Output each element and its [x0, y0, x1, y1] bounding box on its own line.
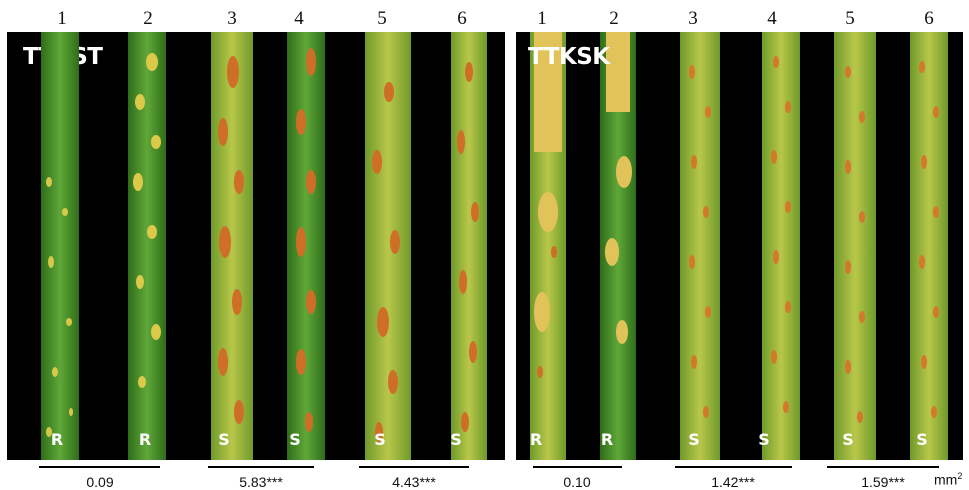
- group-bar: [675, 466, 792, 468]
- column-number-1: 1: [537, 8, 547, 29]
- column-number-2: 2: [609, 8, 619, 29]
- rating-r: R: [50, 430, 64, 449]
- column-number-4: 4: [294, 8, 304, 29]
- group-bar: [827, 466, 939, 468]
- rating-s: S: [758, 430, 770, 449]
- lesion-area-value: 1.42***: [711, 474, 755, 490]
- column-number-3: 3: [227, 8, 237, 29]
- leaf-1: [530, 32, 566, 460]
- leaf-panel-ttkst: TTKST R R S S S S: [7, 32, 505, 460]
- area-unit: mm2: [934, 471, 963, 488]
- lesion-area-value: 0.10: [563, 474, 591, 490]
- column-number-5: 5: [845, 8, 855, 29]
- rating-s: S: [450, 430, 462, 449]
- rating-r: R: [529, 430, 543, 449]
- column-number-5: 5: [377, 8, 387, 29]
- column-number-3: 3: [688, 8, 698, 29]
- leaf-2: [128, 32, 166, 460]
- lesion-area-value: 1.59***: [861, 474, 905, 490]
- column-number-2: 2: [143, 8, 153, 29]
- rating-s: S: [688, 430, 700, 449]
- leaf-3: [680, 32, 720, 460]
- leaf-6: [910, 32, 948, 460]
- column-number-6: 6: [457, 8, 467, 29]
- leaf-4: [762, 32, 800, 460]
- leaf-6: [451, 32, 487, 460]
- rating-r: R: [138, 430, 152, 449]
- leaf-panel-ttksk: TTKSK R R S S S S: [516, 32, 963, 460]
- column-number-6: 6: [924, 8, 934, 29]
- group-bar: [39, 466, 160, 468]
- group-bar: [359, 466, 469, 468]
- leaf-4: [287, 32, 325, 460]
- column-number-4: 4: [767, 8, 777, 29]
- rating-s: S: [218, 430, 230, 449]
- rating-s: S: [374, 430, 386, 449]
- column-number-1: 1: [57, 8, 67, 29]
- group-bar: [533, 466, 622, 468]
- rating-s: S: [916, 430, 928, 449]
- isolate-label: TTKSK: [528, 44, 610, 70]
- rating-s: S: [289, 430, 301, 449]
- leaf-2: [600, 32, 636, 460]
- lesion-area-value: 0.09: [86, 474, 114, 490]
- lesion-area-value: 4.43***: [392, 474, 436, 490]
- leaf-1: [41, 32, 79, 460]
- rating-r: R: [600, 430, 614, 449]
- group-bar: [208, 466, 314, 468]
- lesion-area-value: 5.83***: [239, 474, 283, 490]
- leaf-5: [834, 32, 876, 460]
- leaf-5: [365, 32, 411, 460]
- leaf-3: [211, 32, 253, 460]
- rating-s: S: [842, 430, 854, 449]
